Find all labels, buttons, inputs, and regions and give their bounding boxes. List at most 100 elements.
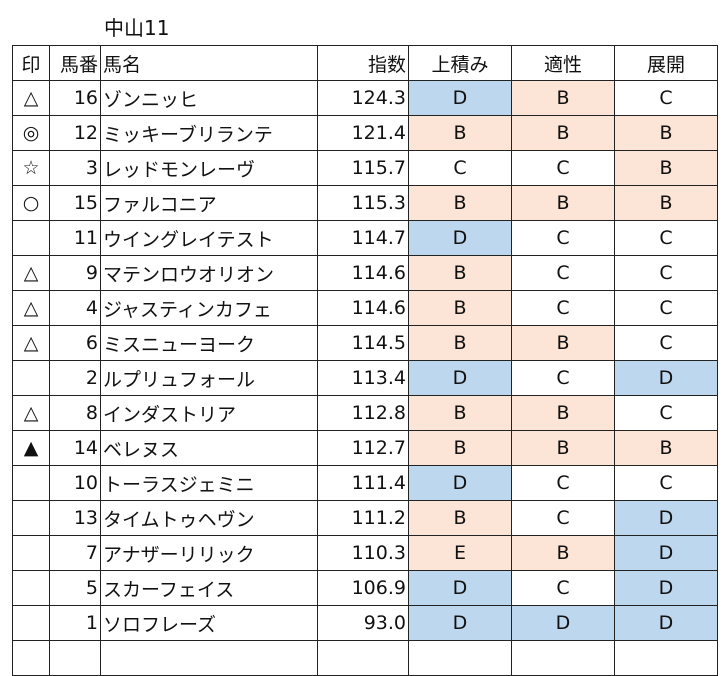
cell-index[interactable]: 111.2 xyxy=(317,500,409,536)
cell-tenkai[interactable]: D xyxy=(614,500,718,536)
cell-mark[interactable]: △ xyxy=(12,255,50,291)
cell-tenkai[interactable]: C xyxy=(614,325,718,361)
header-horse-name[interactable]: 馬名 xyxy=(100,45,318,81)
cell-uzumi[interactable]: B xyxy=(408,255,512,291)
cell-tenkai[interactable]: D xyxy=(614,570,718,606)
cell-tenkai[interactable]: B xyxy=(614,150,718,186)
cell-number[interactable]: 8 xyxy=(49,395,101,431)
cell-uzumi[interactable]: C xyxy=(408,150,512,186)
cell-index[interactable]: 112.8 xyxy=(317,395,409,431)
cell-tenkai[interactable]: B xyxy=(614,185,718,221)
cell-index[interactable]: 115.7 xyxy=(317,150,409,186)
cell-number[interactable]: 16 xyxy=(49,80,101,116)
cell-horse-name[interactable]: アナザーリリック xyxy=(100,535,318,571)
cell-tenkai[interactable]: D xyxy=(614,535,718,571)
cell-horse-name[interactable]: インダストリア xyxy=(100,395,318,431)
cell-index[interactable]: 114.7 xyxy=(317,220,409,256)
cell-tenkai[interactable]: D xyxy=(614,605,718,641)
cell-tekisei[interactable]: C xyxy=(511,255,615,291)
cell-tenkai[interactable]: C xyxy=(614,220,718,256)
cell-uzumi[interactable]: B xyxy=(408,290,512,326)
cell-index[interactable]: 121.4 xyxy=(317,115,409,151)
cell-uzumi[interactable]: B xyxy=(408,395,512,431)
cell-uzumi[interactable] xyxy=(408,640,512,676)
cell-index[interactable]: 112.7 xyxy=(317,430,409,466)
cell-tekisei[interactable]: C xyxy=(511,465,615,501)
cell-horse-name[interactable]: ミスニューヨーク xyxy=(100,325,318,361)
cell-number[interactable]: 4 xyxy=(49,290,101,326)
cell-mark[interactable]: ○ xyxy=(12,185,50,221)
cell-mark[interactable] xyxy=(12,535,50,571)
header-tenkai[interactable]: 展開 xyxy=(614,45,718,81)
cell-tenkai[interactable]: C xyxy=(614,290,718,326)
cell-uzumi[interactable]: B xyxy=(408,430,512,466)
cell-index[interactable]: 115.3 xyxy=(317,185,409,221)
cell-tekisei[interactable]: C xyxy=(511,220,615,256)
cell-mark[interactable]: △ xyxy=(12,290,50,326)
cell-tenkai[interactable]: D xyxy=(614,360,718,396)
cell-tenkai[interactable]: C xyxy=(614,395,718,431)
cell-mark[interactable]: ◎ xyxy=(12,115,50,151)
cell-tenkai[interactable]: C xyxy=(614,255,718,291)
cell-tekisei[interactable]: B xyxy=(511,80,615,116)
cell-number[interactable] xyxy=(49,640,101,676)
cell-uzumi[interactable]: D xyxy=(408,570,512,606)
cell-tekisei[interactable]: B xyxy=(511,325,615,361)
cell-tekisei[interactable]: B xyxy=(511,395,615,431)
cell-horse-name[interactable]: ファルコニア xyxy=(100,185,318,221)
cell-index[interactable]: 124.3 xyxy=(317,80,409,116)
cell-tekisei[interactable]: D xyxy=(511,605,615,641)
cell-number[interactable]: 14 xyxy=(49,430,101,466)
cell-number[interactable]: 5 xyxy=(49,570,101,606)
cell-horse-name[interactable]: ソロフレーズ xyxy=(100,605,318,641)
header-number[interactable]: 馬番 xyxy=(49,45,101,81)
cell-horse-name[interactable]: スカーフェイス xyxy=(100,570,318,606)
cell-tekisei[interactable]: C xyxy=(511,360,615,396)
cell-mark[interactable]: △ xyxy=(12,80,50,116)
cell-index[interactable]: 114.6 xyxy=(317,290,409,326)
cell-index[interactable]: 93.0 xyxy=(317,605,409,641)
cell-horse-name[interactable]: タイムトゥヘヴン xyxy=(100,500,318,536)
cell-horse-name[interactable]: ウイングレイテスト xyxy=(100,220,318,256)
cell-mark[interactable] xyxy=(12,605,50,641)
cell-uzumi[interactable]: B xyxy=(408,115,512,151)
cell-mark[interactable] xyxy=(12,640,50,676)
cell-tekisei[interactable]: B xyxy=(511,115,615,151)
cell-mark[interactable]: ▲ xyxy=(12,430,50,466)
cell-horse-name[interactable] xyxy=(100,640,318,676)
cell-tenkai[interactable]: B xyxy=(614,430,718,466)
cell-index[interactable]: 113.4 xyxy=(317,360,409,396)
cell-tenkai[interactable] xyxy=(614,640,718,676)
cell-number[interactable]: 13 xyxy=(49,500,101,536)
cell-tekisei[interactable]: C xyxy=(511,570,615,606)
cell-tekisei[interactable]: C xyxy=(511,150,615,186)
cell-index[interactable]: 110.3 xyxy=(317,535,409,571)
cell-uzumi[interactable]: B xyxy=(408,500,512,536)
cell-horse-name[interactable]: ベレヌス xyxy=(100,430,318,466)
cell-uzumi[interactable]: B xyxy=(408,185,512,221)
cell-tekisei[interactable]: B xyxy=(511,535,615,571)
cell-number[interactable]: 3 xyxy=(49,150,101,186)
cell-number[interactable]: 7 xyxy=(49,535,101,571)
header-uzumi[interactable]: 上積み xyxy=(408,45,512,81)
cell-uzumi[interactable]: D xyxy=(408,80,512,116)
cell-mark[interactable] xyxy=(12,570,50,606)
cell-uzumi[interactable]: D xyxy=(408,605,512,641)
cell-uzumi[interactable]: B xyxy=(408,325,512,361)
header-mark[interactable]: 印 xyxy=(12,45,50,81)
cell-uzumi[interactable]: D xyxy=(408,360,512,396)
header-index[interactable]: 指数 xyxy=(317,45,409,81)
cell-horse-name[interactable]: ジャスティンカフェ xyxy=(100,290,318,326)
cell-index[interactable] xyxy=(317,640,409,676)
cell-mark[interactable] xyxy=(12,220,50,256)
cell-tenkai[interactable]: B xyxy=(614,115,718,151)
cell-tekisei[interactable] xyxy=(511,640,615,676)
cell-uzumi[interactable]: D xyxy=(408,220,512,256)
cell-number[interactable]: 9 xyxy=(49,255,101,291)
cell-tenkai[interactable]: C xyxy=(614,80,718,116)
cell-tekisei[interactable]: B xyxy=(511,185,615,221)
cell-horse-name[interactable]: ゾンニッヒ xyxy=(100,80,318,116)
cell-horse-name[interactable]: ルプリュフォール xyxy=(100,360,318,396)
cell-number[interactable]: 10 xyxy=(49,465,101,501)
cell-mark[interactable]: ☆ xyxy=(12,150,50,186)
